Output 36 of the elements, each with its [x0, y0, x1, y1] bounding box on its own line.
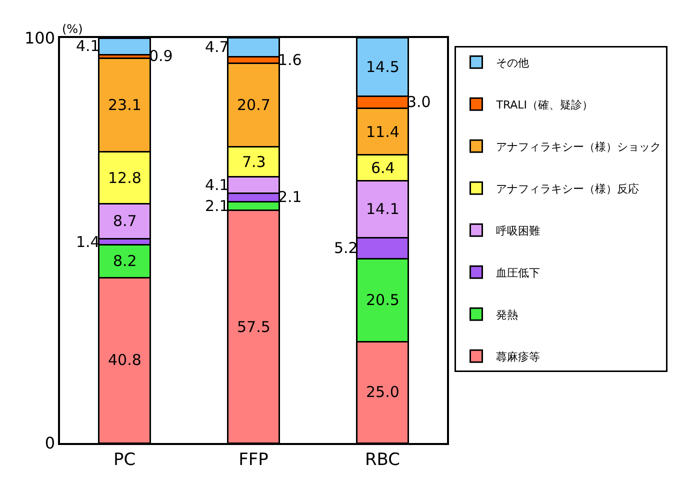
legend-label: 血圧低下 [496, 266, 540, 280]
y-tick-label: 100 [24, 28, 56, 48]
data-label: 14.1 [366, 200, 400, 218]
x-tick-label: RBC [364, 450, 400, 470]
data-label: 14.5 [366, 58, 400, 76]
legend-label: 発熱 [496, 308, 518, 322]
data-label: 5.2 [334, 239, 358, 257]
x-tick-label: FFP [238, 450, 268, 470]
data-label: 8.7 [113, 212, 137, 230]
data-label: 4.7 [205, 38, 229, 56]
data-label: 20.7 [237, 96, 270, 114]
legend-label: その他 [496, 56, 530, 70]
data-label: 23.1 [108, 96, 142, 114]
data-label: 7.3 [242, 153, 266, 171]
data-label: 6.4 [371, 159, 395, 177]
data-label: 11.4 [366, 123, 400, 141]
data-label: 12.8 [108, 169, 142, 187]
data-label: 1.6 [278, 51, 302, 69]
legend-label: アナフィラキシー（様）反応 [496, 182, 640, 196]
data-label: 2.1 [205, 197, 229, 215]
data-label: 4.1 [205, 176, 229, 194]
y-axis-title: (%) [62, 22, 83, 36]
data-label: 25.0 [366, 383, 400, 401]
x-tick-label: PC [113, 450, 136, 470]
data-label: 40.8 [108, 351, 142, 369]
data-label: 8.2 [113, 252, 137, 270]
data-label: 4.1 [76, 37, 100, 55]
y-tick-label: 0 [44, 434, 56, 453]
data-label: 1.4 [76, 233, 100, 251]
legend-label: 蕁麻疹等 [496, 350, 540, 364]
legend-label: アナフィラキシー（様）ショック [496, 140, 662, 154]
data-label: 20.5 [366, 291, 400, 309]
legend-label: TRALI（確、疑診） [495, 98, 594, 112]
data-label: 57.5 [237, 318, 270, 336]
data-label: 3.0 [407, 93, 431, 111]
legend-label: 呼吸困難 [496, 224, 540, 238]
